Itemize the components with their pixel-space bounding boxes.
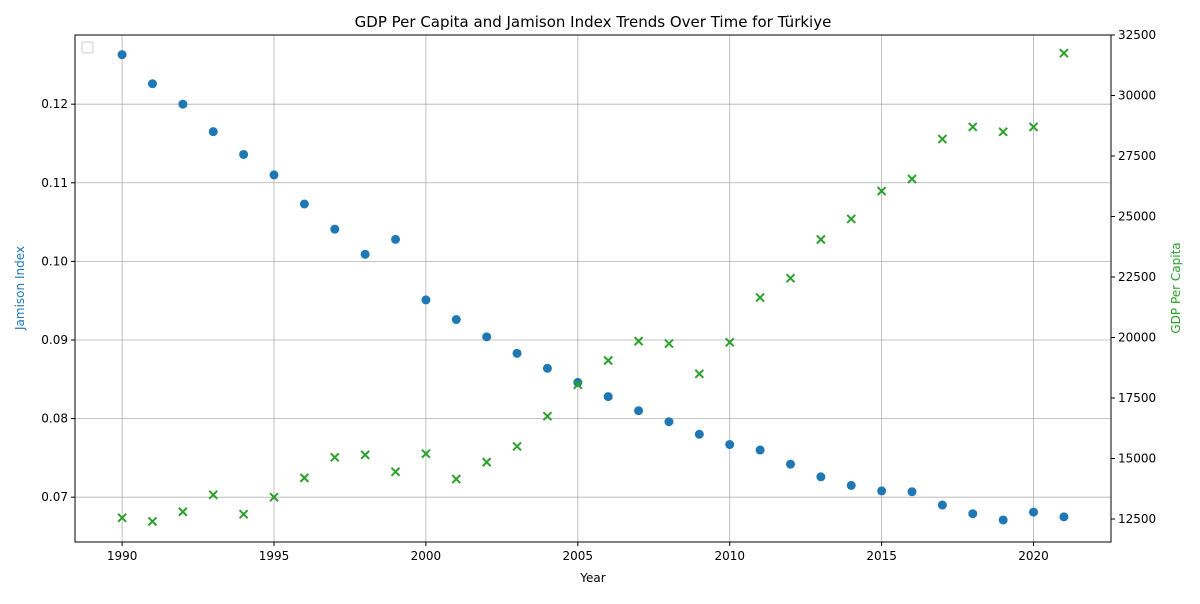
jamison-point [239, 149, 249, 159]
gdp-point [694, 369, 705, 379]
y-tick-label-left: 0.11 [41, 176, 68, 190]
gdp-point [330, 452, 340, 463]
plot-frame [74, 34, 1112, 543]
x-axis-label: Year [579, 571, 605, 585]
jamison-point [391, 234, 401, 244]
jamison-point [998, 515, 1008, 525]
gdp-point [390, 467, 401, 477]
jamison-point [1029, 507, 1039, 517]
jamison-point [846, 480, 856, 490]
gdp-point [664, 338, 674, 349]
jamison-point [755, 445, 765, 455]
gdp-point [178, 507, 188, 517]
gdp-point [846, 214, 856, 224]
gdp-point [451, 474, 461, 484]
y-axis-label-left: Jamison Index [13, 246, 27, 331]
gdp-point [238, 509, 249, 519]
jamison-point [178, 99, 188, 109]
x-tick-label: 2005 [563, 549, 594, 563]
jamison-point [785, 459, 795, 469]
y-tick-label-right: 22500 [1118, 270, 1156, 284]
jamison-point [542, 363, 552, 373]
y-tick-label-left: 0.09 [41, 333, 68, 347]
y-tick-label-right: 17500 [1118, 391, 1156, 405]
gdp-point [755, 292, 765, 303]
jamison-point [937, 500, 947, 510]
jamison-point [147, 79, 157, 89]
gdp-point [269, 492, 279, 502]
jamison-point [117, 50, 127, 60]
jamison-point [907, 487, 917, 497]
gdp-point [1028, 122, 1039, 132]
jamison-point [816, 472, 826, 482]
gdp-point [633, 336, 644, 346]
gdp-point [481, 457, 492, 467]
jamison-point [1059, 512, 1069, 522]
y-tick-label-left: 0.12 [41, 97, 68, 111]
y-tick-label-left: 0.08 [41, 412, 68, 426]
jamison-point [482, 332, 492, 342]
jamison-point [968, 509, 978, 519]
gdp-point [573, 379, 583, 390]
y-tick-label-right: 27500 [1118, 149, 1156, 163]
legend-box [81, 41, 94, 54]
gdp-point [876, 186, 887, 196]
gdp-point [360, 450, 370, 460]
y-axis-label-right: GDP Per Capita [1169, 242, 1183, 333]
x-tick-label: 1995 [259, 549, 290, 563]
gdp-point [1059, 48, 1069, 58]
gdp-point [937, 134, 948, 144]
y-tick-label-right: 15000 [1118, 452, 1156, 466]
jamison-point [208, 127, 218, 137]
x-tick-label: 2000 [411, 549, 442, 563]
gdp-point [998, 127, 1008, 137]
chart-title: GDP Per Capita and Jamison Index Trends … [355, 13, 832, 31]
jamison-point [603, 392, 613, 402]
gdp-point [816, 234, 826, 245]
y-tick-label-right: 25000 [1118, 210, 1156, 224]
jamison-point [421, 295, 431, 305]
gdp-point [907, 174, 917, 184]
jamison-point [694, 429, 704, 439]
jamison-point [634, 406, 644, 416]
gdp-point [299, 473, 310, 483]
gdp-point [512, 441, 522, 452]
x-tick-label: 1990 [107, 549, 138, 563]
jamison-point [269, 170, 279, 180]
gdp-point [542, 411, 553, 421]
gdp-point [208, 490, 218, 500]
gdp-point [421, 448, 431, 459]
jamison-point [451, 315, 461, 325]
x-tick-label: 2020 [1018, 549, 1049, 563]
grid-layer [75, 35, 1111, 542]
mark-layer [117, 48, 1069, 527]
y-tick-label-right: 30000 [1118, 89, 1156, 103]
gdp-point [725, 337, 735, 348]
x-tick-label: 2010 [714, 549, 745, 563]
axis-layer: 1990 1995 2000 2005 2010 2015 2020 0.07 0.08 0.09… [41, 28, 1156, 563]
x-tick-label: 2015 [866, 549, 897, 563]
jamison-point [299, 199, 309, 209]
gdp-point [603, 355, 613, 366]
jamison-point [725, 440, 735, 450]
gdp-point [968, 122, 978, 132]
gdp-point [785, 273, 796, 283]
y-tick-label-right: 32500 [1118, 28, 1156, 42]
jamison-point [330, 224, 340, 234]
jamison-point [360, 249, 370, 259]
y-tick-label-right: 12500 [1118, 512, 1156, 526]
gdp-point [147, 516, 158, 527]
jamison-point [877, 486, 887, 496]
jamison-point [664, 417, 674, 427]
gdp-point [117, 513, 127, 523]
jamison-point [573, 377, 583, 387]
y-tick-label-left: 0.10 [41, 254, 68, 268]
y-tick-label-right: 20000 [1118, 331, 1156, 345]
jamison-point [512, 348, 522, 358]
y-tick-label-left: 0.07 [41, 490, 68, 504]
